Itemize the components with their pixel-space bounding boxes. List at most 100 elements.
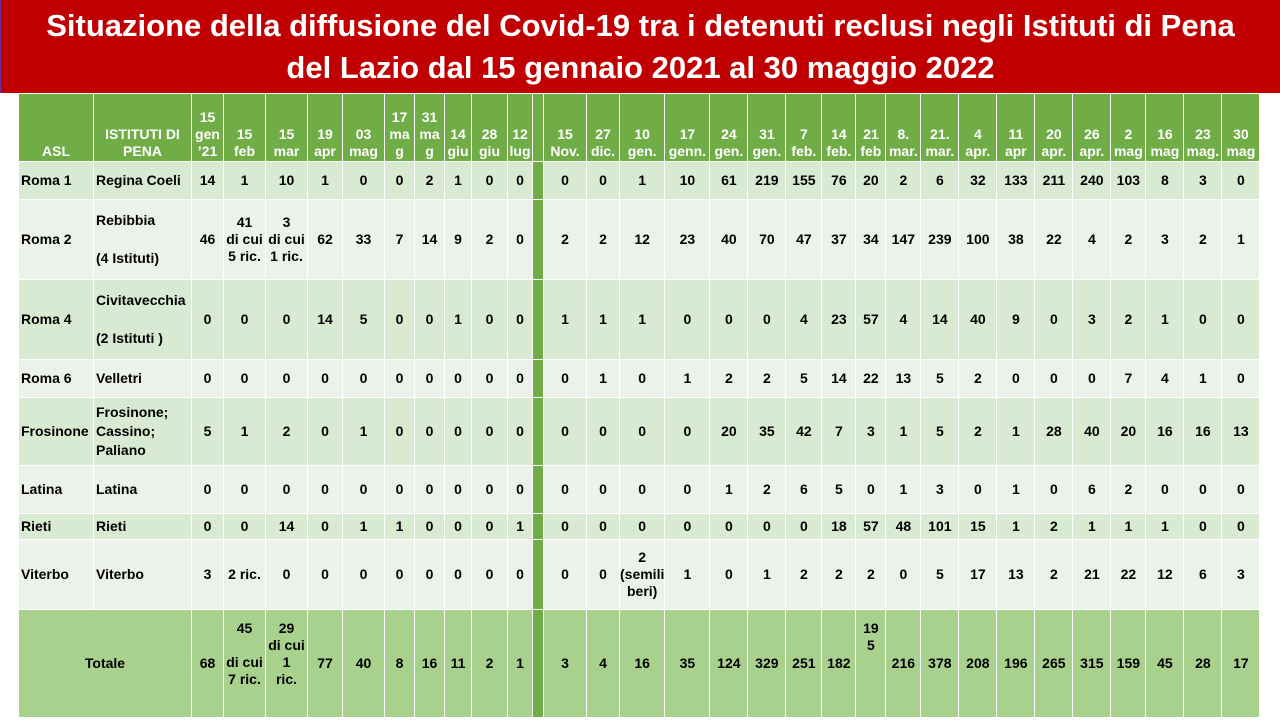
cell-line: 22 [1046, 231, 1062, 247]
value-cell: 10 [265, 161, 308, 200]
value-cell: 0 [507, 397, 533, 466]
value-cell: 211 [1034, 161, 1074, 200]
value-cell: 0 [958, 465, 998, 514]
cell-line: 0 [683, 518, 692, 534]
value-cell: 0 [223, 359, 266, 398]
cell-line: 17 [970, 566, 986, 582]
value-cell: 0 [471, 161, 508, 200]
value-cell: 5 [191, 397, 224, 466]
value-cell: 5 [920, 539, 960, 610]
value-cell: 9 [996, 279, 1036, 360]
value-cell: 0 [709, 539, 749, 610]
value-cell: 0 [265, 279, 308, 360]
cell-line: 0 [599, 518, 607, 534]
value-cell: 2 [265, 397, 308, 466]
cell-line: 8 [1160, 172, 1169, 188]
cell-line: 0 [561, 423, 569, 439]
cell-line: 2 [1124, 231, 1133, 247]
cell-line: 19 [317, 126, 333, 142]
cell-line: 0 [282, 370, 291, 386]
cell-line: 19 [863, 620, 879, 636]
cell-line: 21 [1084, 566, 1100, 582]
cell-line: 9 [1011, 311, 1020, 327]
value-cell: 7 [821, 397, 857, 466]
title-line-1: Situazione della diffusione del Covid-19… [46, 8, 1235, 43]
value-cell: 2 [747, 465, 787, 514]
cell-line: 20 [721, 423, 737, 439]
value-cell: 147 [885, 199, 922, 280]
value-cell: 1 [996, 465, 1036, 514]
value-cell: 0 [1034, 359, 1074, 398]
asl-cell: Frosinone [18, 397, 94, 466]
value-cell: 8 [384, 609, 415, 718]
cell-line: 28 [1046, 423, 1062, 439]
total-row: Totale 68 45 di cui 7 ric. 29 di cui 1 ric. 77 40… [18, 609, 1261, 718]
value-cell: 251 [785, 609, 823, 718]
cell-line: 155 [792, 172, 816, 188]
cell-line: 0 [425, 481, 434, 497]
value-cell: 22 [855, 359, 887, 398]
value-cell: 0 [507, 279, 533, 360]
header-date: 03 mag [342, 93, 385, 162]
value-cell: 1 [1110, 513, 1147, 540]
value-cell: 0 [618, 513, 666, 540]
value-cell: 124 [709, 609, 749, 718]
cell-line: 0 [395, 311, 404, 327]
cell-line: 0 [599, 481, 607, 497]
cell-line: 378 [928, 655, 952, 671]
value-cell: 0 [1221, 513, 1261, 540]
value-cell: 2 [471, 609, 508, 718]
value-cell: 0 [384, 465, 415, 514]
cell-line: mag. [1186, 143, 1220, 159]
cell-line: di cui [268, 637, 305, 653]
header-date: 27 dic. [586, 93, 620, 162]
cell-line: feb [234, 143, 255, 159]
value-cell: 57 [855, 279, 887, 360]
cell-line: 1 [762, 566, 771, 582]
cell-line: 0 [240, 481, 249, 497]
value-cell: 0 [191, 465, 224, 514]
value-cell: 0 [471, 279, 508, 360]
value-cell: 0 [265, 539, 308, 610]
cell-line: 8. [897, 126, 910, 142]
value-cell: 35 [747, 397, 787, 466]
value-cell: 2 [821, 539, 857, 610]
cell-line: mag [349, 143, 378, 159]
cell-line: 0 [599, 423, 607, 439]
value-cell: 0 [191, 359, 224, 398]
cell-line: 31 [759, 126, 775, 142]
cell-line: ma [419, 126, 440, 142]
cell-line: 3 [935, 481, 944, 497]
cell-line: 0 [561, 370, 569, 386]
cell-line: 14 [450, 126, 466, 142]
cell-line: 3 [203, 566, 212, 582]
cell-line: 0 [1236, 370, 1245, 386]
cell-line: Cassino; [96, 423, 156, 439]
cell-line: 251 [792, 655, 816, 671]
cell-line: 0 [1198, 518, 1207, 534]
cell-line: 0 [454, 566, 462, 582]
cell-line: 6 [935, 172, 944, 188]
cell-line: 1 [683, 566, 692, 582]
cell-line: 0 [395, 423, 404, 439]
cell-line: 0 [599, 172, 607, 188]
value-cell: 2 [586, 199, 620, 280]
table-row: Frosinone Frosinone; Cassino; Paliano 5 1 2 0 1 0… [18, 397, 1261, 466]
value-cell: 0 [414, 465, 445, 514]
cell-line: 3 [282, 214, 291, 230]
cell-line: 15 [557, 126, 573, 142]
value-cell: 3 [1145, 199, 1185, 280]
cell-line: 103 [1116, 172, 1141, 188]
cell-line: 4 [1160, 370, 1169, 386]
cell-line: 0 [395, 172, 404, 188]
cell-line: gen. [714, 143, 744, 159]
cell-line: 2 [899, 172, 908, 188]
cell-line: 0 [359, 481, 368, 497]
cell-line: 0 [561, 566, 569, 582]
header-date: 31 ma g [414, 93, 445, 162]
value-cell: 1 [1183, 359, 1223, 398]
table-row: Latina Latina 0 0 0 0 0 0 0 0 0 0 0 0 0 0 1 2 6 5 0 1 3 0 1 0 6 2 0 0… [18, 465, 1261, 514]
value-cell: 133 [996, 161, 1036, 200]
value-cell: 0 [785, 513, 823, 540]
cell-line: 33 [355, 231, 372, 247]
